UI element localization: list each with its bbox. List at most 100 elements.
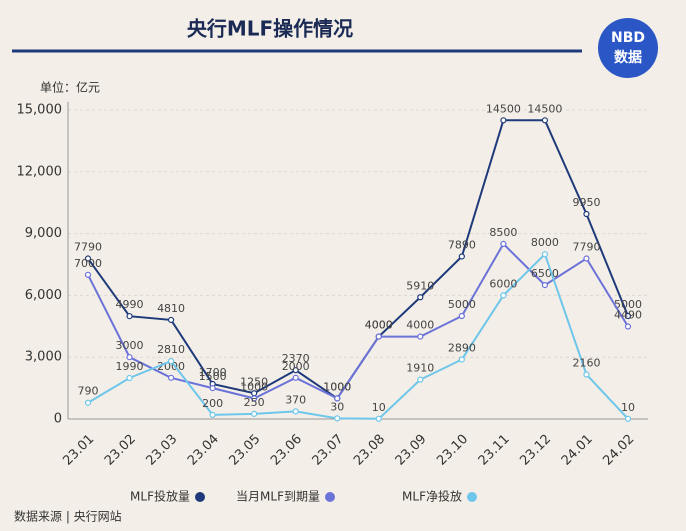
data-label: 1700 (199, 366, 227, 379)
data-label: 6000 (489, 277, 517, 290)
x-tick-label: 23.04 (185, 432, 222, 469)
data-label: 14500 (527, 102, 562, 115)
data-label: 4490 (614, 309, 642, 322)
x-tick-label: 23.05 (227, 432, 264, 469)
x-tick-label: 23.07 (310, 432, 347, 469)
data-label: 2810 (157, 343, 185, 356)
point (292, 374, 299, 381)
legend-label: MLF投放量 (130, 489, 190, 504)
point (417, 376, 424, 383)
point (251, 395, 258, 402)
point (541, 282, 549, 289)
data-label: 6500 (531, 267, 559, 280)
legend-marker (195, 492, 205, 502)
data-label: 5000 (614, 298, 642, 311)
data-label: 4000 (365, 319, 393, 332)
legend-label: MLF净投放 (402, 489, 462, 504)
point (458, 312, 465, 320)
data-label: 8000 (531, 236, 559, 249)
data-label: 14500 (486, 102, 521, 115)
y-tick-label: 0 (54, 412, 62, 427)
data-label: 7790 (572, 241, 600, 254)
data-label: 4990 (116, 298, 144, 311)
point (126, 313, 133, 320)
data-label: 1250 (240, 375, 268, 388)
data-label: 7000 (74, 257, 102, 270)
data-label: 2160 (572, 357, 600, 370)
data-label: 1000 (323, 380, 351, 393)
point (417, 333, 424, 340)
data-label: 4810 (157, 302, 185, 315)
x-tick-label: 23.01 (60, 432, 97, 469)
point (167, 358, 175, 365)
point (251, 410, 258, 417)
point (209, 411, 216, 418)
x-tick-label: 23.08 (351, 432, 388, 469)
point (334, 415, 341, 422)
data-label: 2890 (448, 341, 476, 354)
y-tick-label: 15,000 (17, 103, 63, 118)
series-line (87, 252, 629, 420)
unit-label: 单位：亿元 (40, 80, 100, 95)
data-label: 3000 (116, 339, 144, 352)
point (541, 117, 549, 124)
point (458, 253, 465, 260)
data-label: 2000 (282, 360, 310, 373)
y-tick-label: 12,000 (17, 164, 63, 179)
series-line (87, 242, 629, 400)
point (500, 240, 507, 247)
data-label: 790 (78, 385, 99, 398)
point (583, 255, 590, 262)
point (458, 356, 465, 363)
point (583, 210, 590, 218)
logo-badge (598, 18, 658, 78)
x-tick-label: 23.03 (143, 432, 180, 469)
point (292, 367, 299, 374)
x-tick-label: 23.06 (268, 432, 305, 469)
point (334, 395, 341, 402)
data-label: 250 (244, 396, 265, 409)
legend-marker (325, 492, 335, 502)
data-label: 1000 (240, 380, 268, 393)
x-tick-label: 23.02 (102, 432, 139, 469)
point (541, 251, 549, 258)
point (84, 399, 92, 406)
data-label: 4000 (365, 319, 393, 332)
data-label: 1990 (116, 360, 144, 373)
data-label: 5000 (448, 298, 476, 311)
logo-text: 数据 (614, 49, 642, 66)
y-tick-label: 9,000 (25, 226, 62, 241)
data-label: 10 (621, 401, 635, 414)
point (84, 255, 92, 262)
legend-marker (467, 492, 477, 502)
point (500, 117, 507, 124)
source: 数据来源 | 央行网站 (14, 509, 122, 524)
point (126, 354, 133, 361)
data-label: 2370 (282, 352, 310, 365)
point (624, 323, 632, 330)
data-label: 200 (202, 397, 223, 410)
point (375, 415, 382, 422)
logo-text: NBD (611, 30, 645, 46)
data-label: 30 (330, 400, 344, 413)
data-label: 10 (372, 401, 386, 414)
data-label: 7790 (74, 241, 102, 254)
data-label: 5910 (406, 279, 434, 292)
y-tick-label: 3,000 (25, 350, 62, 365)
data-label: 4000 (406, 319, 434, 332)
data-label: 1910 (406, 362, 434, 375)
chart-title: 央行MLF操作情况 (187, 17, 353, 41)
point (583, 371, 590, 378)
point (500, 292, 507, 299)
point (375, 333, 382, 340)
x-tick-label: 23.09 (393, 432, 430, 469)
data-label: 1000 (323, 380, 351, 393)
data-label: 370 (285, 393, 306, 406)
point (167, 316, 175, 324)
point (84, 271, 92, 278)
data-label: 7890 (448, 238, 476, 251)
x-tick-label: 24.02 (600, 432, 637, 469)
point (624, 415, 632, 422)
